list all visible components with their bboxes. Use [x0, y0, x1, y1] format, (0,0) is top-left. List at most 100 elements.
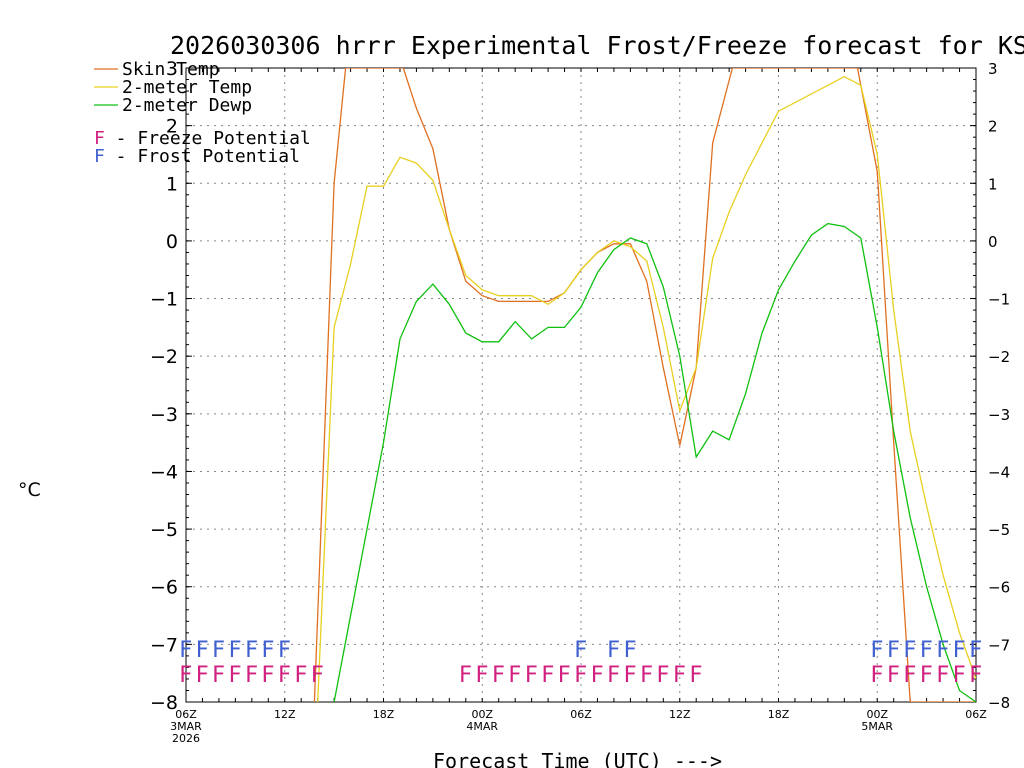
freeze-flag: F — [508, 663, 521, 688]
freeze-flag: F — [936, 663, 949, 688]
y-tick-label-right: −1 — [988, 291, 1010, 309]
y-tick-label-left: 1 — [166, 173, 178, 195]
frost-flag: F — [623, 638, 636, 663]
x-tick-label: 06Z — [965, 708, 987, 721]
x-tick-date: 5MAR — [861, 720, 893, 733]
y-tick-label-right: −4 — [988, 463, 1010, 481]
y-tick-label-left: −7 — [150, 634, 178, 656]
freeze-flag: F — [574, 663, 587, 688]
freeze-flag: F — [656, 663, 669, 688]
series-line-2-meter-temp — [317, 75, 976, 702]
y-tick-label-left: −3 — [150, 404, 178, 426]
freeze-flag: F — [590, 663, 603, 688]
frost-flag: F — [936, 638, 949, 663]
freeze-flag: F — [261, 663, 274, 688]
frost-flag: F — [903, 638, 916, 663]
freeze-flag: F — [311, 663, 324, 688]
y-axis: 3 3 2 2 1 1 0 0 −1 −1 −2 −2 −3 −3 −4 −4 −5 −5 −6 −6 −7 −7 −8 −8 — [150, 58, 1010, 714]
freeze-flag: F — [245, 663, 258, 688]
y-tick-label-left: −8 — [150, 692, 178, 714]
y-tick-label-left: −5 — [150, 519, 178, 541]
y-tick-label-left: 3 — [166, 58, 178, 80]
y-tick-label-right: 1 — [988, 175, 998, 193]
freeze-flag: F — [294, 663, 307, 688]
x-tick-year: 2026 — [172, 732, 200, 745]
freeze-flag: F — [887, 663, 900, 688]
flag-legend-text: - Freeze Potential — [105, 128, 311, 149]
freeze-flag: F — [920, 663, 933, 688]
flag-legend-entry: F - Freeze Potential — [94, 128, 311, 149]
y-tick-label-right: −2 — [988, 348, 1010, 366]
x-tick-label: 00Z — [471, 708, 493, 721]
series-line-2-meter-dewp — [333, 222, 976, 702]
y-tick-label-left: −2 — [150, 346, 178, 368]
frost-flag: F — [920, 638, 933, 663]
freeze-flag: F — [953, 663, 966, 688]
freeze-flag: F — [475, 663, 488, 688]
frost-flag: F — [245, 638, 258, 663]
freeze-flag: F — [228, 663, 241, 688]
frost-flag: F — [195, 638, 208, 663]
freeze-flag: F — [870, 663, 883, 688]
legend-label: 2-meter Temp — [122, 77, 252, 98]
freeze-flag: F — [179, 663, 192, 688]
freeze-flag: F — [623, 663, 636, 688]
freeze-flag: F — [541, 663, 554, 688]
x-tick-label: 00Z — [866, 708, 888, 721]
x-tick-label: 06Z — [175, 708, 197, 721]
freeze-flag: F — [607, 663, 620, 688]
y-tick-label-left: −6 — [150, 577, 178, 599]
x-tick-label: 12Z — [669, 708, 691, 721]
frost-flag: F — [969, 638, 982, 663]
freeze-flag: F — [278, 663, 291, 688]
flags-group: F F F F F F F F F F F F F F F F FF F F F F F F F F F F F F F F F F F F F F F F… — [179, 638, 982, 688]
y-tick-label-right: 0 — [988, 233, 998, 251]
x-tick-date: 3MAR — [170, 720, 202, 733]
frost-flag: F — [607, 638, 620, 663]
x-tick-date: 4MAR — [466, 720, 498, 733]
frost-flag: F — [212, 638, 225, 663]
freeze-flag: F — [492, 663, 505, 688]
freeze-flag: F — [903, 663, 916, 688]
x-axis-label: Forecast Time (UTC) ---> — [433, 749, 722, 768]
x-tick-label: 06Z — [570, 708, 592, 721]
freeze-flag: F — [195, 663, 208, 688]
y-tick-label-right: −6 — [988, 579, 1010, 597]
legend-label: Skin Temp — [122, 59, 220, 80]
legend-label: 2-meter Dewp — [122, 95, 252, 116]
x-tick-label: 18Z — [768, 708, 790, 721]
y-axis-label: °C — [18, 479, 41, 501]
freeze-flag: F — [212, 663, 225, 688]
grid — [185, 67, 977, 703]
freeze-flag: F — [558, 663, 571, 688]
frost-flag: F — [179, 638, 192, 663]
y-tick-label-left: 2 — [166, 116, 178, 138]
flag-legend-letter: F — [94, 128, 105, 149]
y-tick-label-right: −3 — [988, 406, 1010, 424]
frost-flag: F — [887, 638, 900, 663]
freeze-flag: F — [525, 663, 538, 688]
frost-flag: F — [261, 638, 274, 663]
flag-legend-letter: F — [94, 146, 105, 167]
frost-flag: F — [278, 638, 291, 663]
freeze-flag: F — [459, 663, 472, 688]
x-tick-label: 12Z — [274, 708, 296, 721]
y-tick-label-left: −4 — [150, 461, 178, 483]
freeze-flag: F — [969, 663, 982, 688]
frost-flag: F — [228, 638, 241, 663]
x-tick-label: 18Z — [373, 708, 395, 721]
series-group — [313, 68, 976, 702]
flag-legend-entry: F - Frost Potential — [94, 146, 300, 167]
y-tick-label-right: 2 — [988, 118, 998, 136]
frost-flag: F — [870, 638, 883, 663]
flag-legend-text: - Frost Potential — [105, 146, 300, 167]
y-tick-label-right: −7 — [988, 636, 1010, 654]
y-tick-label-right: −8 — [988, 694, 1010, 712]
frost-flag: F — [953, 638, 966, 663]
y-tick-label-left: −1 — [150, 289, 178, 311]
y-tick-label-right: 3 — [988, 60, 998, 78]
y-tick-label-right: −5 — [988, 521, 1010, 539]
freeze-flag: F — [689, 663, 702, 688]
